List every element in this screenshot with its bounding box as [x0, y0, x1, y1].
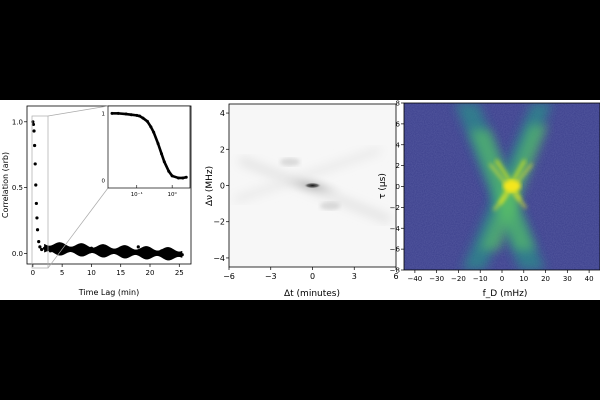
autocorrelation-main-series: [31, 120, 184, 261]
spectrum-core: [503, 180, 521, 192]
data-point: [35, 216, 39, 220]
zoom-region-box: [31, 115, 49, 269]
secondary-spectrum-x-tick-label: −20: [451, 275, 466, 283]
secondary-spectrum-y-tick-label: 0: [396, 183, 400, 191]
data-point: [34, 183, 38, 187]
correlation-map-panel: −6 −3 0 3 6 −4 −2 0 2 4 Δt (minutes) Δν (MHz): [205, 103, 399, 299]
data-point: [37, 240, 41, 244]
autocorrelation-y-tick-label: 0.0: [12, 250, 23, 258]
autocorrelation-xlabel: Time Lag (min): [78, 288, 139, 297]
secondary-spectrum-x-tick-label: 20: [541, 275, 550, 283]
data-point: [32, 129, 36, 133]
secondary-spectrum-y-tick-label: 2: [396, 162, 400, 170]
data-point: [136, 245, 140, 249]
secondary-spectrum-y-tick-label: 6: [396, 120, 401, 128]
data-point: [33, 143, 37, 148]
data-point: [33, 162, 37, 166]
secondary-spectrum-y-tick-label: 4: [396, 141, 401, 149]
secondary-spectrum-y-tick-label: −2: [390, 204, 400, 212]
inset-x-tick-label: 10⁰: [168, 191, 178, 198]
secondary-spectrum-x-tick-label: −40: [407, 275, 422, 283]
autocorrelation-x-tick-label: 15: [116, 269, 125, 277]
autocorrelation-panel: 0 5 10 15 20 25 0.00.51.0 Time Lag (min) Corr…: [1, 105, 192, 297]
autocorrelation-x-tick-label: 5: [60, 269, 64, 277]
secondary-spectrum-y-tick-label: 8: [396, 100, 400, 108]
correlation-map-y-tick-label: −2: [213, 218, 225, 227]
autocorrelation-x-tick-label: 0: [31, 269, 35, 277]
correlation-map-y-tick-label: 0: [220, 182, 225, 191]
correlation-map-x-tick-label: −3: [265, 272, 277, 281]
secondary-spectrum-x-tick-label: 40: [585, 275, 594, 283]
data-point: [38, 245, 42, 249]
autocorrelation-y-tick-label: 1.0: [12, 118, 23, 126]
inset-y-tick-label: 0: [102, 179, 106, 185]
correlation-map-y-tick-label: 4: [220, 109, 225, 118]
data-point: [35, 228, 40, 232]
correlation-peak: [303, 182, 322, 189]
correlation-map-x-tick-label: 6: [393, 272, 398, 281]
inset-series: [110, 111, 188, 180]
secondary-spectrum-x-tick-label: −10: [473, 275, 488, 283]
secondary-spectrum-y-tick-label: −4: [390, 225, 401, 233]
correlation-map-y-tick-label: −4: [213, 254, 225, 263]
figure-strip: 0 5 10 15 20 25 0.0 0.5 1.0 Time Lag (min) Corr…: [0, 100, 600, 300]
secondary-spectrum-y-tick-label: −8: [390, 267, 400, 275]
data-point: [40, 247, 44, 252]
secondary-spectrum-xlabel: f_D (mHz): [483, 289, 528, 299]
correlation-map-x-tick-label: 3: [352, 272, 357, 281]
data-point: [34, 201, 38, 206]
data-point: [31, 122, 36, 127]
correlation-map-ylabel: Δν (MHz): [205, 166, 215, 206]
autocorrelation-x-tick-label: 20: [146, 269, 155, 277]
autocorrelation-x-tick-label: 10: [87, 269, 96, 277]
secondary-spectrum-x-tick-label: 10: [519, 275, 528, 283]
secondary-spectrum-x-tick-label: −30: [429, 275, 444, 283]
inset-x-tick-label: 10⁻¹: [131, 191, 143, 198]
inset-point: [184, 175, 188, 179]
secondary-spectrum-x-tick-label: 0: [500, 275, 504, 283]
zoom-connector-top: [47, 105, 109, 117]
secondary-spectrum-x-tick-label: 30: [563, 275, 572, 283]
autocorrelation-x-tick-label: 25: [175, 269, 184, 277]
autocorrelation-y-tick-label: 0.5: [12, 184, 23, 192]
zoom-connector-bottom: [47, 187, 109, 269]
inset-axes-frame: [107, 105, 191, 189]
secondary-spectrum-y-tick-label: −6: [390, 246, 401, 254]
correlation-map-y-tick-label: 2: [220, 145, 225, 154]
correlation-map-xlabel: Δt (minutes): [284, 289, 340, 299]
correlation-map-x-tick-label: −6: [223, 272, 235, 281]
figure-svg: 0 5 10 15 20 25 0.00.51.0 Time Lag (min) Corr…: [1, 100, 600, 299]
autocorrelation-ylabel: Correlation (arb): [1, 152, 10, 218]
correlation-map-x-tick-label: 0: [310, 272, 315, 281]
inset-y-tick-label: 1: [102, 111, 106, 117]
secondary-spectrum-ylabel: τ (μs): [378, 173, 388, 199]
